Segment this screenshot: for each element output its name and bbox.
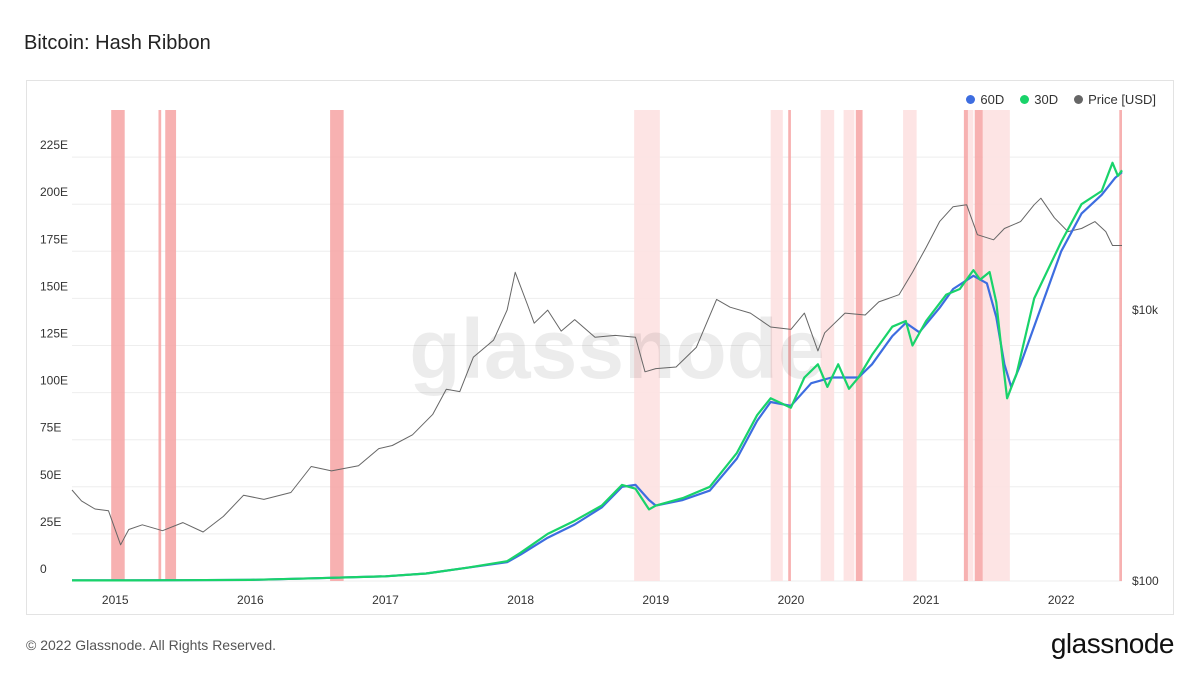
legend-label-30d: 30D — [1034, 92, 1059, 107]
x-tick-label: 2019 — [642, 593, 669, 607]
glassnode-logo[interactable]: glassnode — [1050, 628, 1175, 659]
capitulation-band — [111, 110, 125, 581]
capitulation-band — [788, 110, 791, 581]
x-tick-label: 2020 — [778, 593, 805, 607]
legend-dot-30d — [1020, 95, 1030, 104]
capitulation-band — [330, 110, 344, 581]
capitulation-band — [634, 110, 660, 581]
chart-watermark: glassnode — [409, 302, 824, 396]
x-tick-label: 2018 — [507, 593, 534, 607]
capitulation-band — [903, 110, 917, 581]
legend-label-price: Price [USD] — [1088, 92, 1156, 107]
y-left-tick-label: 50E — [40, 468, 61, 482]
y-left-tick-label: 150E — [40, 279, 68, 293]
legend-dot-price — [1074, 95, 1084, 104]
capitulation-band — [963, 110, 968, 581]
capitulation-band — [770, 110, 783, 581]
x-tick-label: 2015 — [102, 593, 129, 607]
x-tick-label: 2022 — [1048, 593, 1075, 607]
capitulation-band — [855, 110, 863, 581]
capitulation-band — [1119, 110, 1122, 581]
y-right-tick-label: $10k — [1132, 303, 1159, 317]
y-left-tick-label: 175E — [40, 232, 68, 246]
y-left-tick-label: 75E — [40, 421, 61, 435]
x-tick-label: 2016 — [237, 593, 264, 607]
y-left-tick-label: 0 — [40, 562, 47, 576]
legend-item-price[interactable]: Price [USD] — [1074, 92, 1156, 107]
page-title: Bitcoin: Hash Ribbon — [24, 32, 211, 54]
capitulation-band — [820, 110, 835, 581]
y-left-tick-label: 200E — [40, 185, 68, 199]
capitulation-band — [982, 110, 1010, 581]
legend-dot-60d — [966, 95, 976, 104]
y-left-tick-label: 125E — [40, 327, 68, 341]
legend-item-30d[interactable]: 30D — [1020, 92, 1058, 107]
capitulation-band — [158, 110, 162, 581]
x-tick-label: 2017 — [372, 593, 399, 607]
capitulation-band — [967, 110, 974, 581]
capitulation-band — [974, 110, 983, 581]
copyright-footer: © 2022 Glassnode. All Rights Reserved. — [26, 637, 277, 653]
y-left-tick-label: 25E — [40, 515, 61, 529]
legend-item-60d[interactable]: 60D — [966, 92, 1004, 107]
ma30-series-line — [72, 161, 1123, 582]
y-left-tick-label: 225E — [40, 138, 68, 152]
x-tick-label: 2021 — [913, 593, 940, 607]
capitulation-band — [843, 110, 855, 581]
chart-legend: 60D 30D Price [USD] — [966, 92, 1156, 107]
legend-label-60d: 60D — [980, 92, 1005, 107]
y-right-tick-label: $100 — [1132, 574, 1159, 588]
capitulation-band — [165, 110, 177, 581]
price-series-line — [71, 197, 1122, 546]
y-left-tick-label: 100E — [40, 374, 68, 388]
